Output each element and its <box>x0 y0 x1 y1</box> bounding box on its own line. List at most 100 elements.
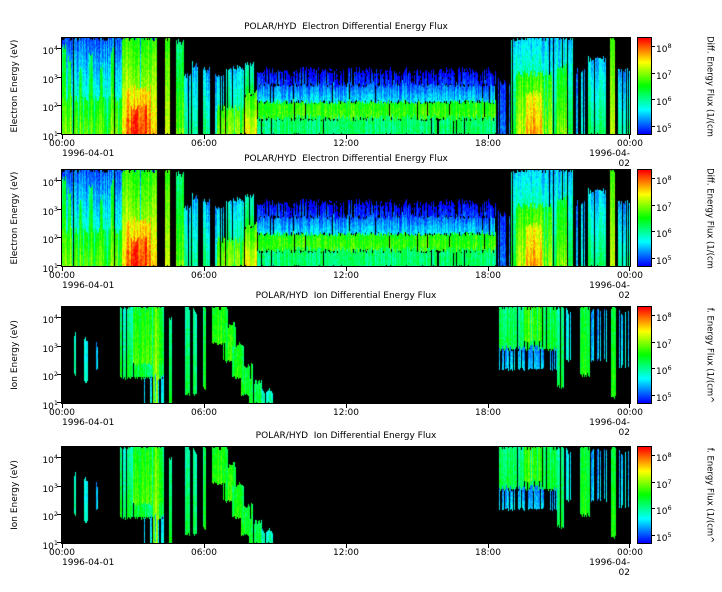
flux-tick-label: 107 <box>656 200 672 214</box>
start-date-label: 1996-04-01 <box>62 281 115 291</box>
tick-exponent: 5 <box>667 391 672 399</box>
x-tick-label: 06:00 <box>191 139 217 149</box>
energy-tick-label: 103 <box>30 481 58 495</box>
colorbar-title: f. Energy Flux (1/(cm^ <box>704 447 715 544</box>
x-tick-label: 00:00 <box>49 408 75 418</box>
tick-base: 10 <box>656 257 668 267</box>
colorbar-gradient <box>637 37 652 135</box>
colorbar-tick-mark <box>651 205 655 206</box>
y-tick-mark <box>57 374 62 375</box>
tick-exponent: 4 <box>53 453 58 461</box>
tick-base: 10 <box>656 534 668 544</box>
tick-base: 10 <box>42 179 54 189</box>
tick-exponent: 3 <box>53 482 58 490</box>
x-tick-label: 06:00 <box>191 548 217 558</box>
tick-exponent: 7 <box>667 338 672 346</box>
x-tick-label: 06:00 <box>191 271 217 281</box>
tick-base: 10 <box>656 45 668 55</box>
start-date-label: 1996-04-01 <box>62 418 115 428</box>
tick-base: 10 <box>656 341 668 351</box>
colorbar-title: Diff. Energy Flux (1/(cm <box>704 168 715 269</box>
colorbar-tick-mark <box>651 508 655 509</box>
y-tick-mark <box>57 48 62 49</box>
tick-base: 10 <box>42 513 54 523</box>
x-tick-label: 00:00 <box>617 408 643 418</box>
flux-tick-label: 105 <box>656 253 672 267</box>
x-tick-label: 00:00 <box>617 139 643 149</box>
x-tick-label: 00:00 <box>617 271 643 281</box>
spectrogram-canvas <box>61 306 631 404</box>
x-tick-mark <box>346 544 347 548</box>
colorbar-tick-mark <box>651 126 655 127</box>
flux-tick-label: 106 <box>656 503 672 517</box>
tick-exponent: 2 <box>53 510 58 518</box>
x-tick-mark <box>488 267 489 271</box>
energy-tick-label: 102 <box>30 509 58 523</box>
tick-base: 10 <box>42 236 54 246</box>
colorbar-title: Diff. Energy Flux (1/(cm <box>704 36 715 137</box>
energy-tick-label: 103 <box>30 341 58 355</box>
colorbar-tick-mark <box>651 395 655 396</box>
x-tick-label: 12:00 <box>333 139 359 149</box>
x-tick-mark <box>204 544 205 548</box>
tick-base: 10 <box>42 456 54 466</box>
tick-base: 10 <box>42 485 54 495</box>
end-date-label: 1996-04-02 <box>589 281 630 301</box>
tick-exponent: 1 <box>53 262 58 270</box>
tick-base: 10 <box>42 345 54 355</box>
tick-base: 10 <box>656 394 668 404</box>
colorbar-title: f. Energy Flux (1/(cm^ <box>704 307 715 404</box>
flux-tick-label: 106 <box>656 363 672 377</box>
energy-tick-label: 102 <box>30 100 58 114</box>
spectrogram-panel: POLAR/HYD Electron Differential Energy F… <box>0 22 722 169</box>
y-tick-mark <box>57 105 62 106</box>
x-tick-label: 00:00 <box>617 548 643 558</box>
tick-exponent: 5 <box>667 254 672 262</box>
tick-exponent: 6 <box>667 504 672 512</box>
y-tick-mark <box>57 457 62 458</box>
tick-exponent: 2 <box>53 370 58 378</box>
x-tick-label: 18:00 <box>475 139 501 149</box>
y-tick-mark <box>57 237 62 238</box>
end-date-label: 1996-04-02 <box>589 149 630 169</box>
tick-base: 10 <box>42 47 54 57</box>
x-tick-mark <box>62 404 63 408</box>
spectrogram-panel: POLAR/HYD Ion Differential Energy Flux I… <box>0 431 722 578</box>
flux-tick-label: 107 <box>656 477 672 491</box>
tick-exponent: 1 <box>53 130 58 138</box>
x-tick-mark <box>629 404 630 408</box>
tick-exponent: 7 <box>667 69 672 77</box>
flux-tick-label: 107 <box>656 68 672 82</box>
panel-title: POLAR/HYD Ion Differential Energy Flux <box>255 431 437 441</box>
colorbar-tick-mark <box>651 315 655 316</box>
tick-base: 10 <box>656 72 668 82</box>
colorbar-gradient <box>637 306 652 404</box>
flux-tick-label: 108 <box>656 41 672 55</box>
energy-tick-label: 101 <box>30 129 58 143</box>
y-tick-mark <box>57 265 62 266</box>
flux-tick-label: 106 <box>656 226 672 240</box>
tick-base: 10 <box>42 316 54 326</box>
tick-exponent: 8 <box>667 451 672 459</box>
tick-exponent: 4 <box>53 44 58 52</box>
tick-exponent: 1 <box>53 539 58 547</box>
tick-exponent: 2 <box>53 101 58 109</box>
tick-base: 10 <box>656 507 668 517</box>
y-tick-mark <box>57 542 62 543</box>
x-tick-label: 12:00 <box>333 548 359 558</box>
y-tick-mark <box>57 514 62 515</box>
tick-base: 10 <box>656 454 668 464</box>
tick-base: 10 <box>42 265 54 275</box>
colorbar-tick-mark <box>651 99 655 100</box>
tick-base: 10 <box>656 230 668 240</box>
colorbar-tick-mark <box>651 73 655 74</box>
tick-exponent: 6 <box>667 95 672 103</box>
tick-exponent: 2 <box>53 233 58 241</box>
panel-title: POLAR/HYD Ion Differential Energy Flux <box>255 291 437 301</box>
colorbar-tick-mark <box>651 46 655 47</box>
flux-tick-label: 105 <box>656 390 672 404</box>
tick-base: 10 <box>42 133 54 143</box>
energy-tick-label: 104 <box>30 43 58 57</box>
end-date-label: 1996-04-02 <box>589 418 630 438</box>
end-date-label: 1996-04-02 <box>589 558 630 578</box>
